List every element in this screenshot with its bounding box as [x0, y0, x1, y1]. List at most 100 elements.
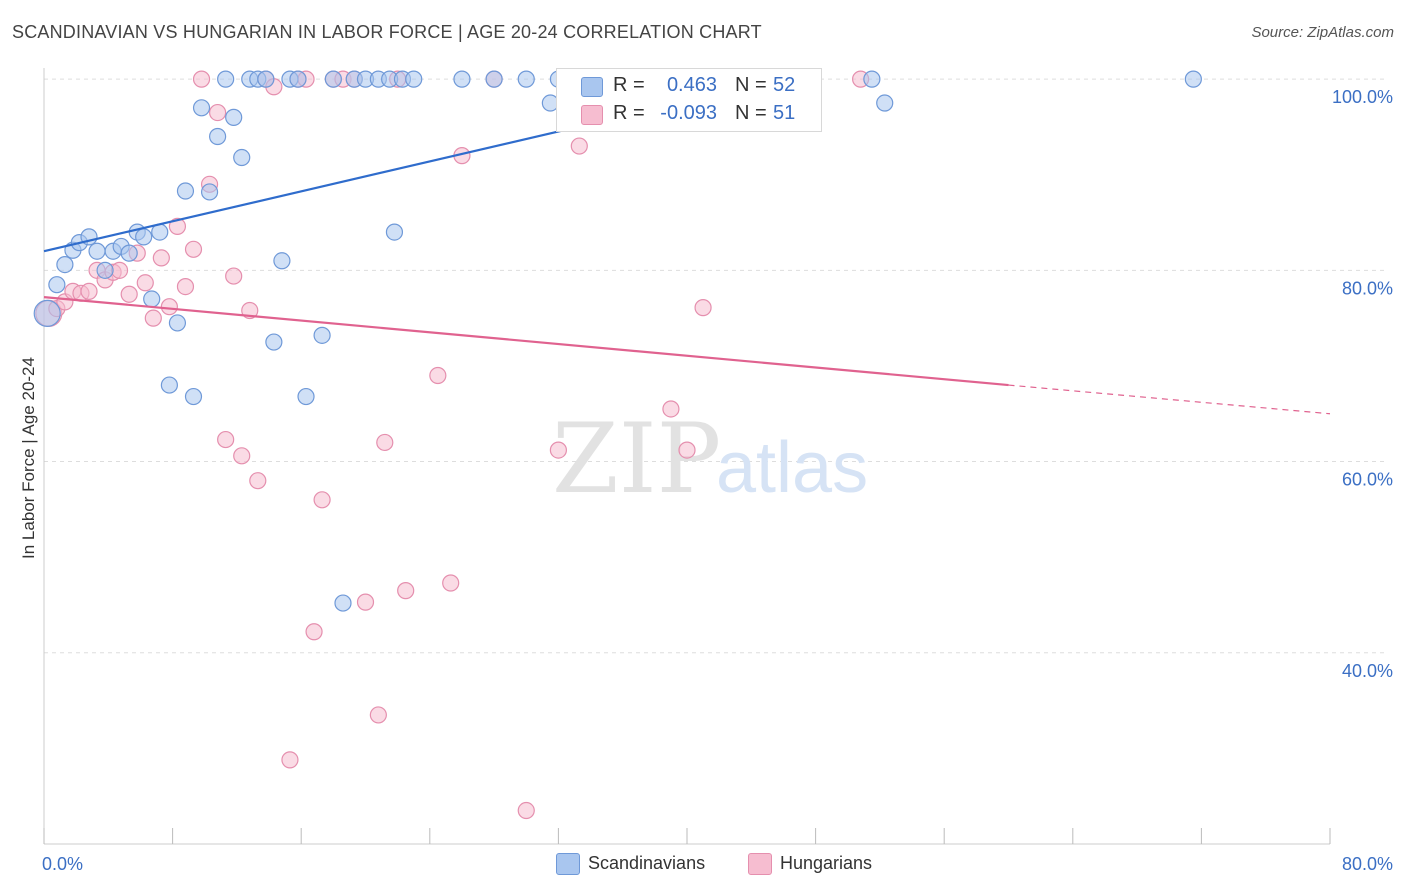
legend-n-value: 51: [773, 102, 796, 124]
hungarian-point[interactable]: [694, 299, 712, 317]
hungarian-point[interactable]: [369, 706, 387, 724]
legend-n-label: N =: [735, 102, 767, 124]
chart-source: Source: ZipAtlas.com: [1251, 24, 1394, 41]
scandinavian-point[interactable]: [209, 127, 227, 146]
legend-r-label: R =: [613, 74, 645, 96]
x-tick-label: 0.0%: [42, 854, 83, 874]
scandinavian-point[interactable]: [225, 108, 243, 126]
hungarian-point[interactable]: [80, 282, 98, 300]
scandinavian-point[interactable]: [257, 70, 275, 88]
scandinavian-point[interactable]: [120, 244, 138, 262]
hungarian-point[interactable]: [225, 267, 243, 285]
correlation-legend: R = 0.463 N = 52 R = -0.093 N = 51: [556, 68, 822, 132]
scandinavian-point[interactable]: [453, 70, 471, 88]
scandinavian-point[interactable]: [233, 148, 251, 167]
y-tick-label: 80.0%: [1342, 278, 1393, 298]
scandinavian-point[interactable]: [876, 94, 894, 112]
y-tick-label: 100.0%: [1332, 87, 1393, 107]
legend-swatch-pink: [748, 853, 772, 875]
y-axis-label: In Labor Force | Age 20-24: [19, 357, 38, 559]
scandinavian-point[interactable]: [313, 326, 331, 344]
hungarian-point[interactable]: [313, 491, 331, 509]
watermark: ZIP atlas: [552, 403, 868, 515]
hungarian-point[interactable]: [517, 801, 535, 820]
scandinavian-point[interactable]: [385, 223, 404, 241]
hungarian-point[interactable]: [184, 240, 203, 258]
x-tick-label: 80.0%: [1342, 854, 1393, 874]
scandinavian-point[interactable]: [324, 70, 342, 88]
scandinavian-point[interactable]: [863, 70, 881, 88]
scandinavian-point[interactable]: [135, 228, 153, 246]
scandinavian-point[interactable]: [160, 376, 178, 394]
watermark-atlas: atlas: [716, 428, 868, 508]
hungarians-trend-line-extension: [1008, 384, 1331, 415]
scandinavian-point[interactable]: [192, 99, 211, 117]
legend-row-scandinavians: R = 0.463 N = 52: [557, 71, 821, 101]
legend-r-value: 0.463: [666, 74, 717, 96]
scandinavian-point[interactable]: [168, 314, 187, 332]
legend-r-value: -0.093: [660, 102, 717, 124]
hungarian-point[interactable]: [168, 217, 187, 235]
legend-n-label: N =: [735, 74, 767, 96]
scandinavians-points: [33, 70, 1202, 612]
hungarian-point[interactable]: [356, 593, 375, 611]
scandinavian-point[interactable]: [334, 594, 352, 612]
hungarians-trend-line: [43, 296, 1009, 387]
hungarian-point[interactable]: [249, 472, 267, 490]
hungarian-point[interactable]: [176, 277, 195, 296]
hungarian-point[interactable]: [209, 103, 227, 122]
series-legend-label: Scandinavians: [588, 853, 706, 873]
hungarian-point[interactable]: [233, 447, 251, 465]
hungarian-point[interactable]: [570, 137, 588, 155]
hungarian-point[interactable]: [160, 298, 178, 316]
scandinavian-point[interactable]: [485, 70, 503, 88]
hungarian-point[interactable]: [376, 433, 394, 452]
scandinavian-point[interactable]: [217, 70, 235, 88]
hungarian-point[interactable]: [152, 249, 170, 267]
scandinavian-point[interactable]: [48, 276, 66, 294]
hungarian-point[interactable]: [144, 309, 162, 327]
hungarian-point[interactable]: [442, 574, 460, 592]
legend-swatch-blue: [581, 77, 603, 97]
hungarian-point[interactable]: [192, 70, 211, 88]
scandinavian-point[interactable]: [273, 252, 291, 270]
scandinavian-point[interactable]: [265, 333, 283, 351]
scandinavian-point[interactable]: [56, 256, 74, 274]
scandinavian-point[interactable]: [143, 290, 161, 308]
scandinavian-point[interactable]: [200, 183, 219, 201]
scandinavian-point[interactable]: [33, 299, 61, 327]
tick-labels: 40.0% 60.0% 80.0% 100.0% 0.0% 80.0%: [42, 87, 1393, 874]
chart-title: SCANDINAVIAN VS HUNGARIAN IN LABOR FORCE…: [12, 22, 762, 42]
hungarian-point[interactable]: [662, 400, 680, 418]
hungarian-point[interactable]: [397, 582, 415, 600]
scandinavian-point[interactable]: [176, 182, 195, 200]
scandinavian-point[interactable]: [96, 261, 114, 279]
scandinavian-point[interactable]: [517, 70, 535, 88]
hungarian-point[interactable]: [549, 441, 568, 459]
y-tick-label: 40.0%: [1342, 661, 1393, 681]
legend-swatch-pink: [581, 105, 603, 125]
legend-r-label: R =: [613, 102, 645, 124]
legend-swatch-blue: [556, 853, 580, 875]
legend-row-hungarians: R = -0.093 N = 51: [557, 99, 821, 129]
hungarian-point[interactable]: [110, 261, 129, 279]
hungarian-point[interactable]: [305, 623, 323, 641]
scandinavian-point[interactable]: [297, 387, 315, 406]
watermark-zip: ZIP: [552, 403, 721, 515]
legend-n-value: 52: [773, 74, 796, 96]
scandinavian-point[interactable]: [184, 387, 203, 406]
hungarian-point[interactable]: [136, 274, 154, 292]
y-tick-label: 60.0%: [1342, 470, 1393, 490]
hungarian-point[interactable]: [120, 285, 138, 303]
scandinavian-point[interactable]: [405, 70, 423, 88]
hungarian-point[interactable]: [281, 751, 299, 769]
hungarian-point[interactable]: [678, 441, 696, 459]
scandinavian-point[interactable]: [1184, 70, 1202, 88]
scandinavian-point[interactable]: [88, 242, 106, 260]
hungarian-point[interactable]: [217, 430, 235, 449]
axis-layer: [43, 68, 1331, 845]
hungarian-point[interactable]: [429, 366, 447, 385]
series-legend-label: Hungarians: [780, 853, 873, 873]
scandinavian-point[interactable]: [289, 70, 307, 88]
